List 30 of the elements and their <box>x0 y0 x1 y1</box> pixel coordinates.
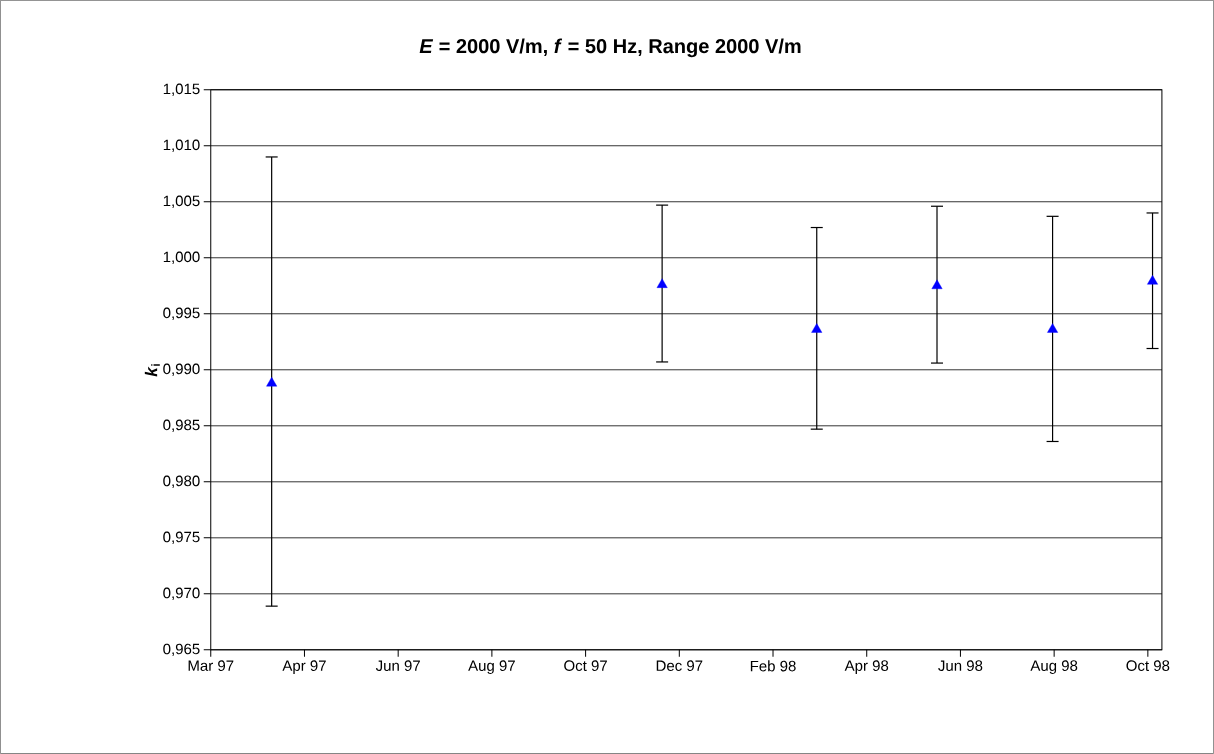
y-tick-label: 0,970 <box>163 587 200 601</box>
x-tick-label: Aug 97 <box>468 660 515 674</box>
chart-title: E = 2000 V/m, f = 50 Hz, Range 2000 V/m <box>419 38 801 58</box>
point <box>1147 275 1158 285</box>
x-tick-label: Aug 98 <box>1030 660 1078 674</box>
x-tick-label: Feb 98 <box>750 660 796 672</box>
y-tick-label: 1,000 <box>163 251 200 265</box>
x-tick-label: Dec 97 <box>656 660 703 672</box>
x-tick-label: Jun 98 <box>938 660 983 672</box>
y-tick-label: 0,990 <box>163 363 200 377</box>
y-tick-label: 0,985 <box>163 419 200 433</box>
x-tick-label: Oct 97 <box>564 660 607 672</box>
y-tick-label: 1,010 <box>163 139 200 152</box>
point <box>811 323 823 333</box>
point <box>266 377 278 387</box>
x-tick-label: Oct 98 <box>1126 660 1170 672</box>
y-tick-label: 1,005 <box>163 195 200 208</box>
y-tick-label: 0,965 <box>163 643 200 657</box>
y-tick-label: 0,975 <box>163 531 200 545</box>
x-tick-label: Apr 97 <box>282 660 326 674</box>
x-tick-label: Jun 97 <box>375 660 420 672</box>
x-tick-label: Mar 97 <box>188 660 234 672</box>
y-tick-label: 1,015 <box>163 83 200 96</box>
point <box>1047 323 1058 333</box>
y-axis-title: k$_{i}$ <box>144 364 160 377</box>
point <box>656 278 668 288</box>
point <box>931 279 943 290</box>
y-tick-label: 0,980 <box>163 475 200 489</box>
y-tick-label: 0,995 <box>163 307 200 321</box>
x-tick-label: Apr 98 <box>844 660 889 674</box>
